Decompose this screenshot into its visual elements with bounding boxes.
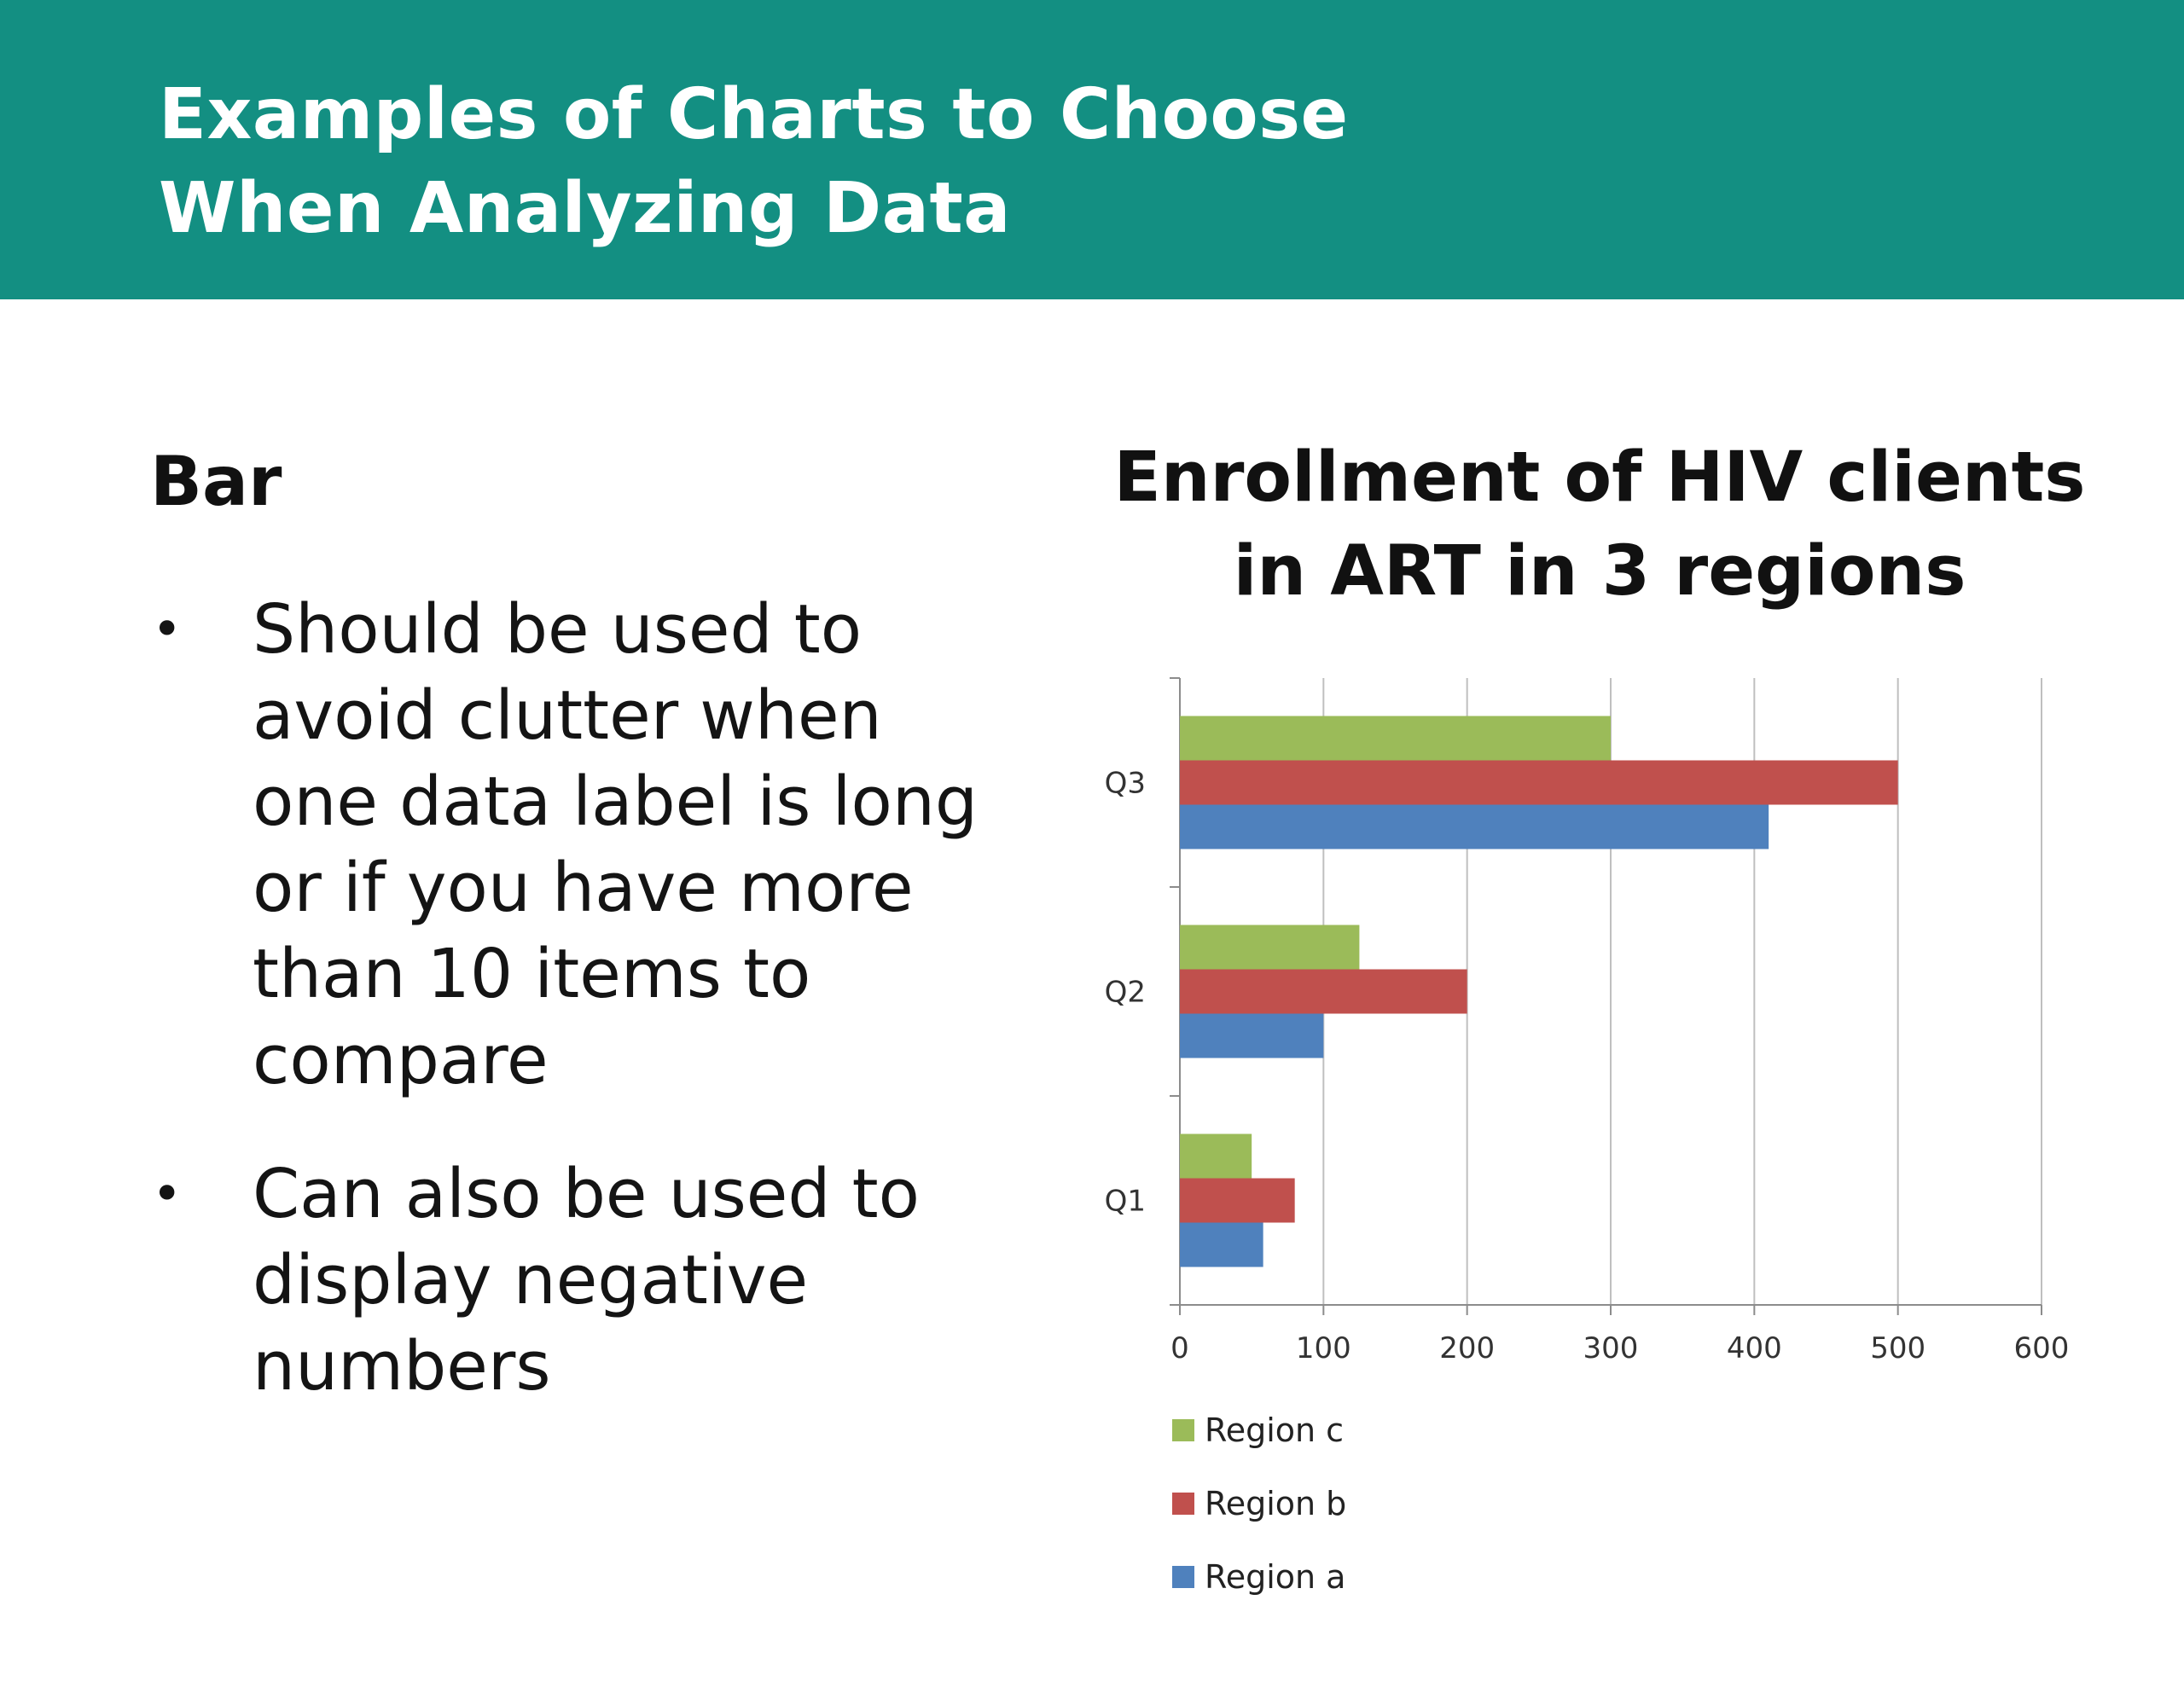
x-tick-label: 100 — [1296, 1331, 1351, 1365]
y-category-label: Q1 — [1105, 1185, 1146, 1219]
x-tick-label: 200 — [1439, 1331, 1495, 1365]
bar-region-b-q3 — [1180, 760, 1898, 805]
bullet-item: • Can also be used to display negative n… — [150, 1151, 1003, 1410]
bullet-dot-icon: • — [152, 600, 183, 659]
x-tick-label: 0 — [1170, 1331, 1189, 1365]
bar-region-b-q2 — [1180, 969, 1467, 1014]
legend-swatch — [1172, 1493, 1194, 1515]
chart-title-line-2: in ART in 3 regions — [1233, 531, 1966, 612]
x-tick-label: 600 — [2014, 1331, 2070, 1365]
slide-title-line-2: When Analyzing Data — [159, 168, 1011, 249]
section-heading: Bar — [150, 442, 282, 521]
x-tick-label: 300 — [1583, 1331, 1639, 1365]
header-band — [0, 0, 2184, 299]
slide-title-line-1: Examples of Charts to Choose — [159, 74, 1349, 155]
bar-region-c-q2 — [1180, 925, 1360, 970]
x-tick-label: 400 — [1727, 1331, 1782, 1365]
bar-chart: 0 100 200 300 400 500 600 Q1 Q2 Q3 Region c Region … — [1105, 677, 2070, 1596]
chart-title-line-1: Enrollment of HIV clients — [1113, 438, 2086, 518]
y-category-label: Q3 — [1105, 767, 1146, 801]
bar-region-a-q2 — [1180, 1013, 1324, 1058]
slide-title: Examples of Charts to Choose When Analyz… — [159, 68, 1524, 256]
bullet-text: Should be used to avoid clutter when one… — [253, 590, 979, 1099]
legend-label: Region c — [1205, 1412, 1344, 1449]
legend-label: Region b — [1205, 1485, 1346, 1522]
bar-region-a-q1 — [1180, 1222, 1263, 1267]
bullet-item: • Should be used to avoid clutter when o… — [150, 587, 1003, 1104]
chart-title: Enrollment of HIV clients in ART in 3 re… — [1109, 431, 2090, 618]
y-category-label: Q2 — [1105, 976, 1146, 1010]
bullet-list: • Should be used to avoid clutter when o… — [150, 587, 1003, 1410]
bar-region-a-q3 — [1180, 804, 1769, 849]
legend-swatch — [1172, 1566, 1194, 1588]
bar-region-c-q3 — [1180, 716, 1611, 761]
bar-region-b-q1 — [1180, 1178, 1295, 1223]
legend-label: Region a — [1205, 1558, 1345, 1596]
bullet-text: Can also be used to display negative num… — [253, 1155, 920, 1406]
x-tick-label: 500 — [1870, 1331, 1926, 1365]
legend-swatch — [1172, 1419, 1194, 1441]
bullet-dot-icon: • — [152, 1164, 183, 1224]
bar-region-c-q1 — [1180, 1133, 1252, 1179]
header-background — [0, 0, 2184, 299]
